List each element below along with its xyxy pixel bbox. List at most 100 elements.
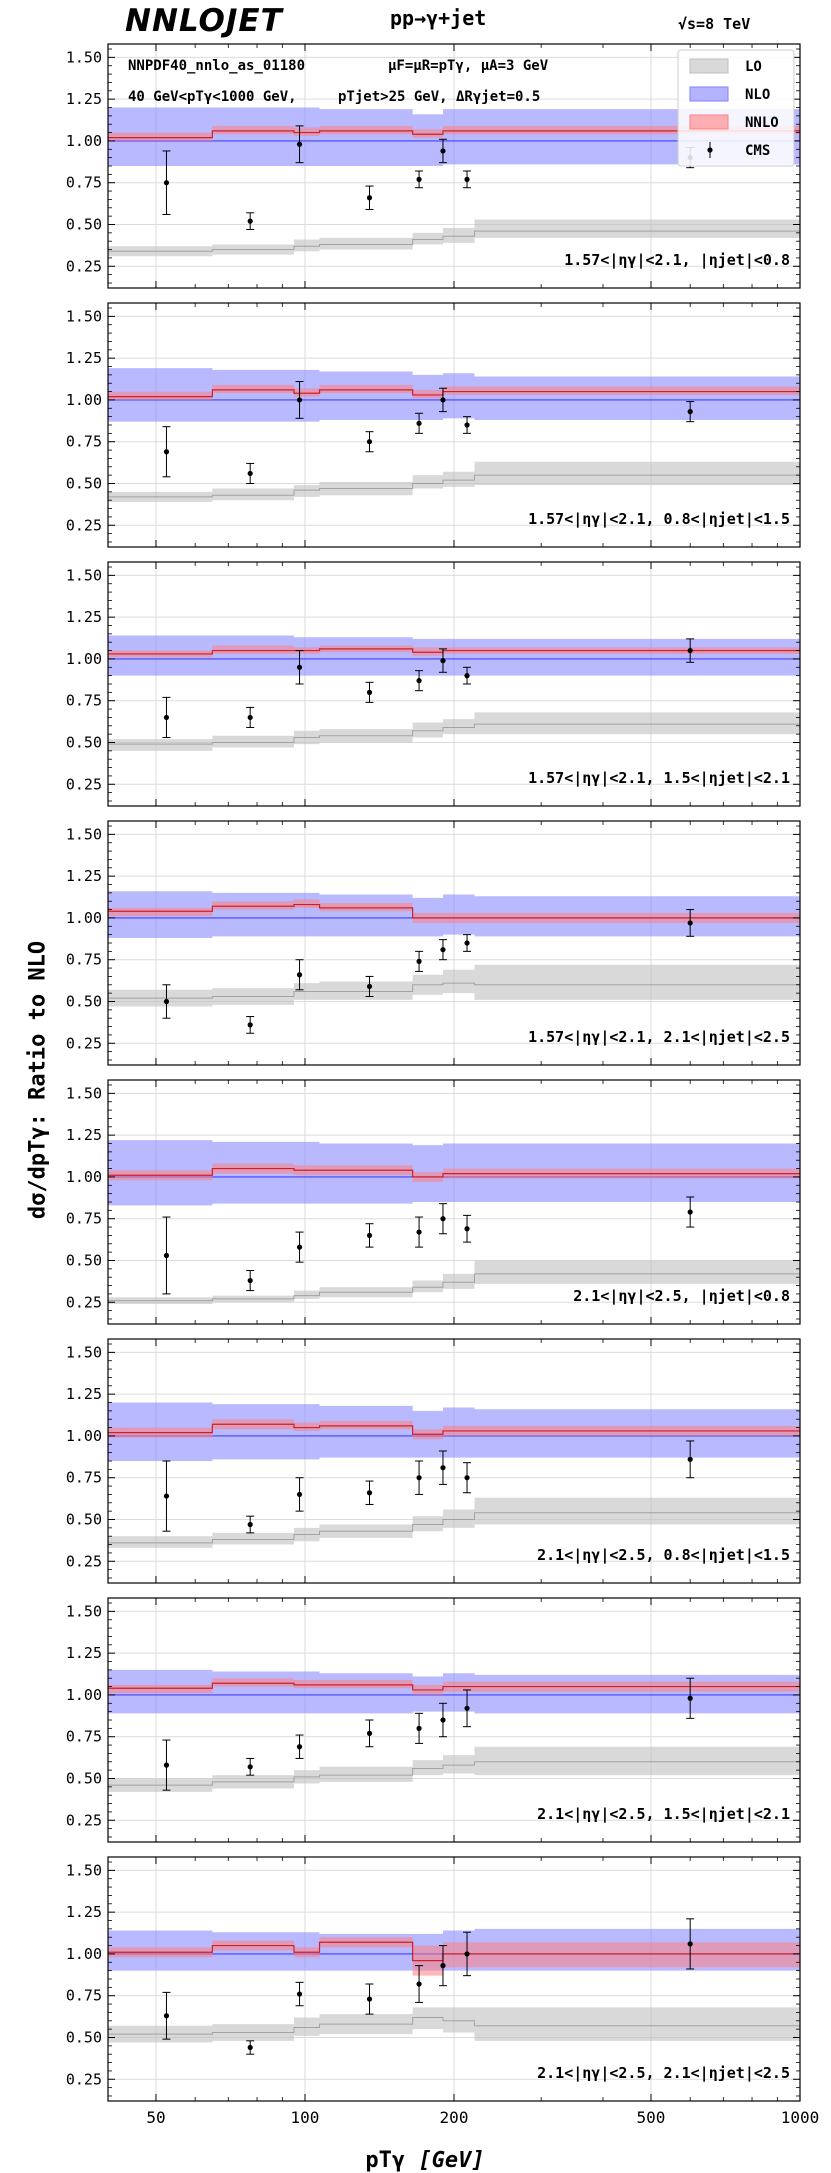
y-tick-label: 0.50: [66, 1769, 102, 1787]
nnlojet-logo: NNLOJET: [125, 3, 283, 39]
nnlo-line: [108, 1167, 800, 1178]
legend-label-lo: LO: [745, 59, 762, 75]
y-tick-label: 0.50: [66, 733, 102, 751]
y-tick-label: 1.25: [66, 1126, 102, 1144]
x-tick-label: 100: [291, 2108, 320, 2127]
cms-point: [687, 920, 693, 926]
cms-point: [247, 1521, 253, 1528]
cms-point: [440, 1465, 446, 1471]
panel-title: 2.1<|ηγ|<2.5, 0.8<|ηjet|<1.5: [537, 1546, 790, 1565]
cms-point: [440, 1216, 446, 1222]
y-tick-label: 0.75: [66, 951, 102, 969]
y-tick-label: 1.50: [66, 48, 102, 66]
cms-point: [296, 1991, 303, 1997]
y-tick-label: 0.75: [66, 1210, 102, 1228]
y-tick-label: 1.00: [66, 650, 102, 668]
lo-line: [108, 474, 800, 498]
legend: LO NLO NNLO CMS: [677, 49, 795, 167]
legend-label-nnlo: NNLO: [745, 115, 779, 131]
nnlo-line: [108, 130, 800, 139]
cms-point: [366, 1490, 373, 1496]
panel-5: 0.25 0.50 0.75 1.00 1.25 1.50 2.1<|ηγ|<2.5, |η…: [66, 1079, 801, 1325]
cms-point: [247, 1277, 253, 1284]
cms-point: [296, 397, 303, 403]
cms-point: [163, 998, 170, 1005]
cms-point: [464, 176, 470, 182]
y-tick-label: 0.50: [66, 1510, 102, 1528]
nlo-band: [108, 107, 800, 166]
y-tick-label: 1.00: [66, 1168, 102, 1186]
cms-point: [296, 1491, 303, 1498]
x-tick-label: 200: [440, 2108, 469, 2127]
y-tick-label: 1.00: [66, 1686, 102, 1704]
nnlo-line: [108, 903, 800, 919]
y-tick-label: 0.75: [66, 174, 102, 192]
legend-label-cms: CMS: [745, 143, 770, 159]
x-axis-label: pTγ [GeV]: [365, 2148, 484, 2173]
cms-point: [366, 439, 373, 445]
y-tick-label: 0.75: [66, 1469, 102, 1487]
cms-point: [163, 714, 170, 721]
y-tick-label: 1.00: [66, 132, 102, 150]
y-tick-label: 1.50: [66, 1861, 102, 1879]
lo-line: [108, 1273, 800, 1302]
nnlo-band: [108, 384, 800, 400]
cms-point: [416, 1981, 422, 1987]
y-tick-label: 1.25: [66, 90, 102, 108]
cms-point: [416, 678, 422, 684]
x-tick-label: 500: [637, 2108, 666, 2127]
cms-point: [464, 1951, 470, 1957]
cms-point: [687, 1456, 693, 1462]
y-tick-label: 0.25: [66, 1552, 102, 1570]
cms-point: [687, 1209, 693, 1215]
cms-point: [163, 1762, 170, 1768]
cms-point: [247, 218, 253, 224]
legend-label-nlo: NLO: [745, 87, 770, 103]
y-axis-label: dσ/dpTγ: Ratio to NLO: [25, 940, 51, 1220]
info-pdf: NNPDF40_nnlo_as_01180: [128, 58, 305, 74]
legend-swatch-lo: [689, 58, 729, 74]
cms-point: [296, 1244, 303, 1250]
cms-point: [464, 940, 470, 946]
cms-point: [440, 1717, 446, 1723]
y-tick-label: 1.25: [66, 349, 102, 367]
cms-point: [247, 470, 253, 477]
nnlo-line: [108, 1423, 800, 1435]
y-tick-label: 0.50: [66, 2028, 102, 2046]
panel-1: 0.25 0.50 0.75 1.00 1.25 1.50 1.57<|ηγ|<2.1, |…: [66, 43, 801, 289]
cms-point: [366, 1996, 373, 2002]
lo-line: [108, 1761, 800, 1786]
panel-3: 0.25 0.50 0.75 1.00 1.25 1.50 1.57<|ηγ|<2.1, 1…: [66, 561, 801, 807]
cms-point: [687, 647, 693, 654]
cms-point: [163, 2013, 170, 2019]
info-scales: μF=μR=pTγ, μA=3 GeV: [388, 58, 549, 74]
y-tick-label: 1.25: [66, 1385, 102, 1403]
cms-point: [440, 658, 446, 664]
cms-point: [247, 1022, 253, 1028]
lo-band: [108, 1746, 800, 1792]
cms-point: [416, 1725, 422, 1731]
y-tick-label: 0.25: [66, 257, 102, 275]
y-tick-label: 1.00: [66, 1427, 102, 1445]
y-tick-label: 1.50: [66, 825, 102, 843]
nnlo-line: [108, 648, 800, 655]
cms-point: [163, 1493, 170, 1499]
panel-6: 0.25 0.50 0.75 1.00 1.25 1.50 2.1<|ηγ|<2.5, 0.…: [66, 1338, 801, 1584]
cms-point: [366, 1730, 373, 1736]
cms-point: [163, 449, 170, 455]
panel-title: 2.1<|ηγ|<2.5, 1.5<|ηjet|<2.1: [537, 1805, 790, 1824]
cms-point: [416, 1475, 422, 1481]
cms-point: [687, 1695, 693, 1701]
cms-point: [247, 1764, 253, 1770]
y-tick-label: 0.50: [66, 1251, 102, 1269]
process-label: pp→γ+jet: [390, 6, 487, 30]
nnlo-band: [108, 1937, 800, 1976]
cms-point: [464, 1475, 470, 1481]
y-tick-label: 1.25: [66, 608, 102, 626]
cms-point: [163, 1252, 170, 1259]
cms-point: [464, 673, 470, 679]
y-tick-label: 1.00: [66, 909, 102, 927]
lo-band: [108, 219, 800, 257]
x-axis-unit: [GeV]: [418, 2148, 485, 2173]
